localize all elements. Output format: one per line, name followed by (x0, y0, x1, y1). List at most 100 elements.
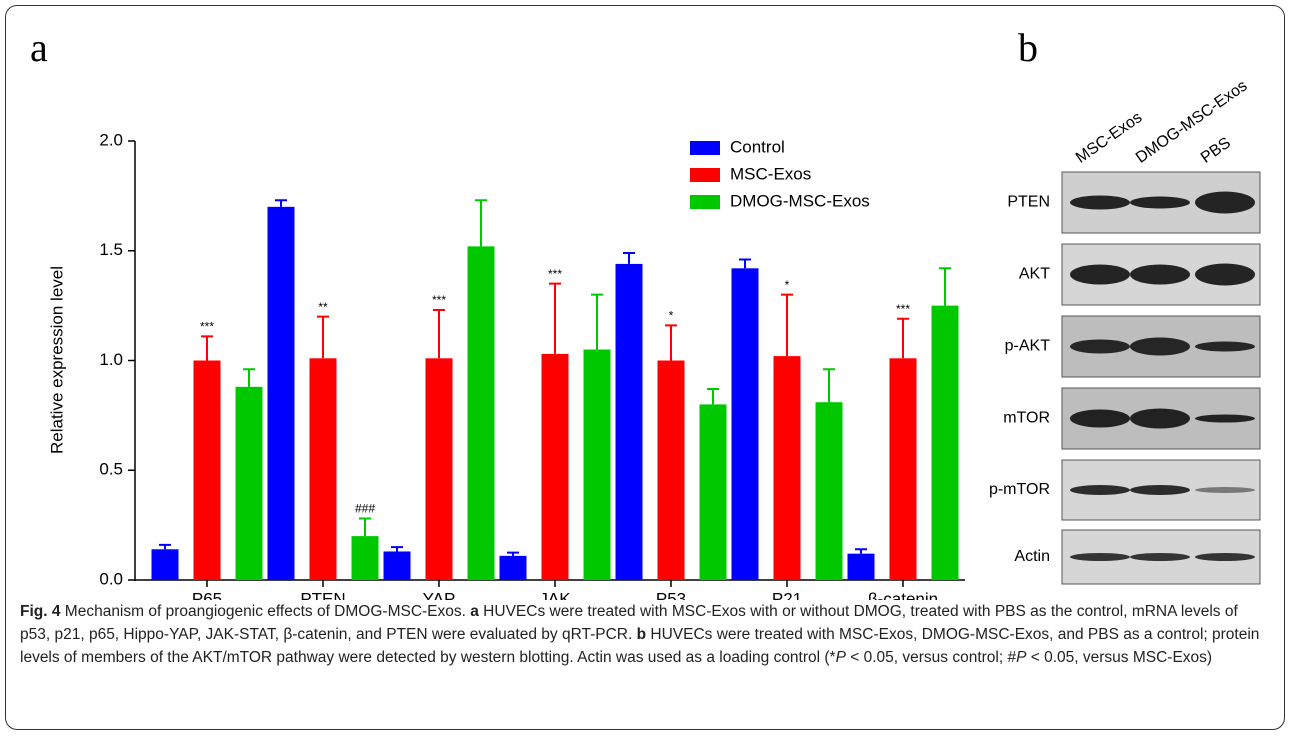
error-bar (201, 336, 213, 360)
blot-band (1130, 553, 1190, 561)
x-tick-label: P21 (772, 589, 802, 600)
x-tick-label: P53 (656, 589, 686, 600)
significance-label: ### (355, 502, 375, 516)
blot-row-label: p-mTOR (989, 481, 1050, 498)
error-bar (939, 268, 951, 305)
blot-band (1195, 487, 1255, 493)
significance-label: *** (548, 267, 562, 281)
blot-row-label: mTOR (1003, 410, 1050, 427)
bar (384, 551, 411, 580)
significance-label: *** (896, 302, 910, 316)
x-tick-label: β-catenin (868, 589, 938, 600)
error-bar (665, 325, 677, 360)
blot-row-label: p-AKT (1005, 338, 1051, 355)
error-bar (475, 200, 487, 246)
panel-label: a (30, 25, 48, 70)
blot-band (1130, 485, 1190, 495)
blot-band (1070, 265, 1130, 285)
blot-band (1130, 338, 1190, 356)
significance-label: *** (432, 293, 446, 307)
caption-text: < 0.05, versus MSC-Exos) (1026, 649, 1212, 666)
blot-band (1070, 340, 1130, 354)
caption: Fig. 4 Mechanism of proangiogenic effect… (20, 600, 1270, 669)
significance-label: * (669, 309, 674, 323)
blot-band (1070, 410, 1130, 428)
error-bar (275, 200, 287, 207)
caption-label: Fig. 4 (20, 603, 60, 620)
error-bar (707, 389, 719, 404)
bar (426, 358, 453, 580)
error-bar (433, 310, 445, 358)
blot-band (1070, 196, 1130, 210)
error-bar (855, 549, 867, 553)
significance-label: ** (318, 300, 328, 314)
x-tick-label: PTEN (300, 589, 345, 600)
error-bar (897, 319, 909, 359)
bar (268, 207, 295, 580)
error-bar (159, 545, 171, 549)
caption-text: Mechanism of proangiogenic effects of DM… (60, 603, 470, 620)
bar (500, 556, 527, 580)
legend-swatch (690, 141, 720, 155)
blot-row-label: Actin (1014, 548, 1050, 565)
bar (774, 356, 801, 580)
error-bar (781, 295, 793, 356)
blot-lane-label: MSC-Exos (1073, 109, 1145, 167)
bar (732, 268, 759, 580)
bar (194, 361, 221, 581)
caption-text: P (1016, 649, 1026, 666)
blot-band (1195, 553, 1255, 561)
caption-text: P (836, 649, 846, 666)
bar (890, 358, 917, 580)
x-tick-label: YAP (423, 589, 456, 600)
blot-lane-label: PBS (1198, 134, 1234, 166)
significance-label: * (785, 278, 790, 292)
blot-band (1070, 553, 1130, 561)
error-bar (739, 260, 751, 269)
error-bar (317, 317, 329, 359)
bar (816, 402, 843, 580)
legend-swatch (690, 195, 720, 209)
blot-band (1195, 192, 1255, 214)
bar (352, 536, 379, 580)
error-bar (549, 284, 561, 354)
error-bar (823, 369, 835, 402)
blot-band (1195, 264, 1255, 286)
legend-label: Control (730, 137, 785, 156)
bar (236, 387, 263, 580)
blot-band (1195, 415, 1255, 423)
blot-band (1130, 265, 1190, 285)
blot-band (1130, 409, 1190, 429)
blot-band (1130, 197, 1190, 209)
bar (584, 350, 611, 580)
bar (152, 549, 179, 580)
y-tick-label: 1.0 (99, 350, 123, 369)
y-axis-label: Relative expression level (47, 266, 66, 454)
error-bar (391, 547, 403, 551)
caption-text: b (637, 626, 646, 643)
y-tick-label: 0.0 (99, 569, 123, 588)
y-tick-label: 0.5 (99, 460, 123, 479)
x-tick-label: JAK (539, 589, 571, 600)
blot-lane-label: DMOG-MSC-Exos (1133, 77, 1251, 166)
blot-band (1195, 342, 1255, 352)
y-tick-label: 1.5 (99, 240, 123, 259)
bar (468, 246, 495, 580)
bar (700, 404, 727, 580)
blot-row-label: AKT (1019, 266, 1050, 283)
error-bar (359, 519, 371, 537)
legend-label: DMOG-MSC-Exos (730, 191, 870, 210)
error-bar (507, 553, 519, 556)
caption-text: < 0.05, versus control; # (846, 649, 1016, 666)
error-bar (243, 369, 255, 387)
x-tick-label: P65 (192, 589, 222, 600)
bar (542, 354, 569, 580)
blot-row-label: PTEN (1007, 194, 1050, 211)
bar (658, 361, 685, 581)
legend-swatch (690, 168, 720, 182)
caption-text: a (470, 603, 479, 620)
bar (310, 358, 337, 580)
y-tick-label: 2.0 (99, 130, 123, 149)
bar (848, 554, 875, 580)
significance-label: *** (200, 320, 214, 334)
